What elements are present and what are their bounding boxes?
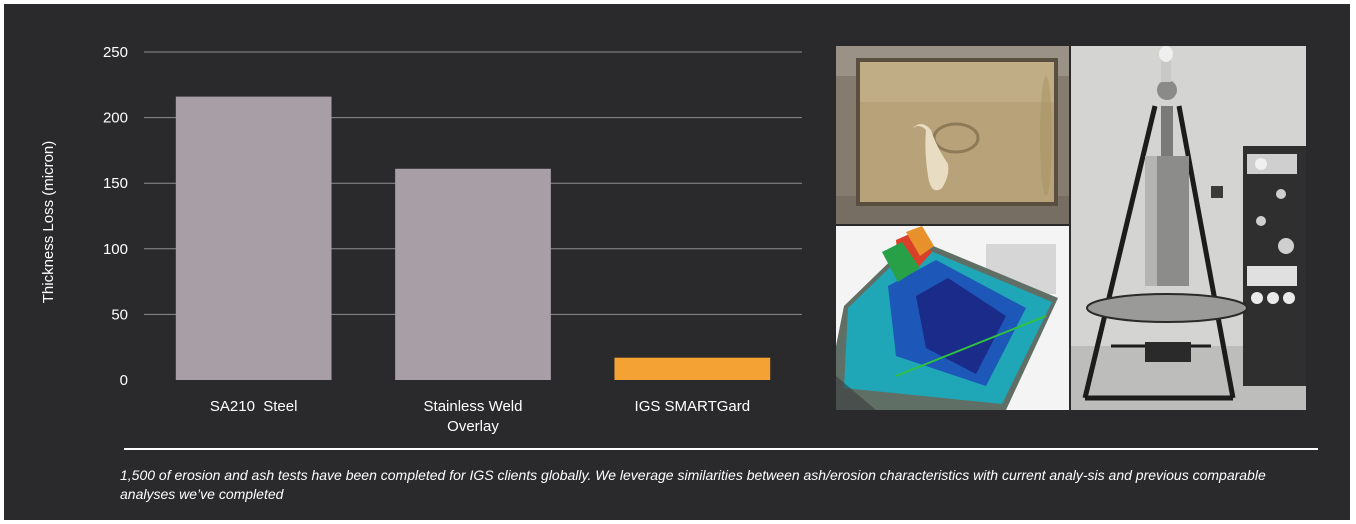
bar <box>395 168 551 380</box>
bars <box>175 96 771 380</box>
caption-text: 1,500 of erosion and ash tests have been… <box>120 467 1266 502</box>
category-label: Stainless Weld <box>424 398 523 415</box>
category-label: Overlay <box>447 418 499 435</box>
infographic-panel: Thickness Loss (micron) 0 50 100 150 200 250 … <box>4 4 1350 520</box>
thickness-loss-bar-chart: Thickness Loss (micron) 050100150200250 … <box>40 44 802 435</box>
y-tick-label: 50 <box>111 306 128 323</box>
y-tick-label: 100 <box>103 241 128 258</box>
coated-sample-photo <box>836 46 1069 224</box>
erosion-test-rig-photo <box>1071 46 1306 410</box>
y-tick-label: 200 <box>103 110 128 127</box>
bar <box>175 96 332 380</box>
test-photos <box>836 46 1306 410</box>
y-tick-label: 250 <box>103 44 128 61</box>
erosion-scan-photo <box>836 226 1069 410</box>
y-axis-label: Thickness Loss (micron) <box>40 141 57 304</box>
category-labels: SA210 Steel Stainless Weld Overlay IGS SMAR… <box>210 398 750 435</box>
divider-line <box>124 448 1318 450</box>
y-tick-label: 0 <box>120 372 128 389</box>
y-tick-label: 150 <box>103 175 128 192</box>
bar <box>614 357 771 380</box>
y-tick-labels: 0 50 100 150 200 250 <box>103 44 128 389</box>
category-label: SA210 Steel <box>210 398 298 415</box>
category-label: IGS SMARTGard <box>635 398 751 415</box>
